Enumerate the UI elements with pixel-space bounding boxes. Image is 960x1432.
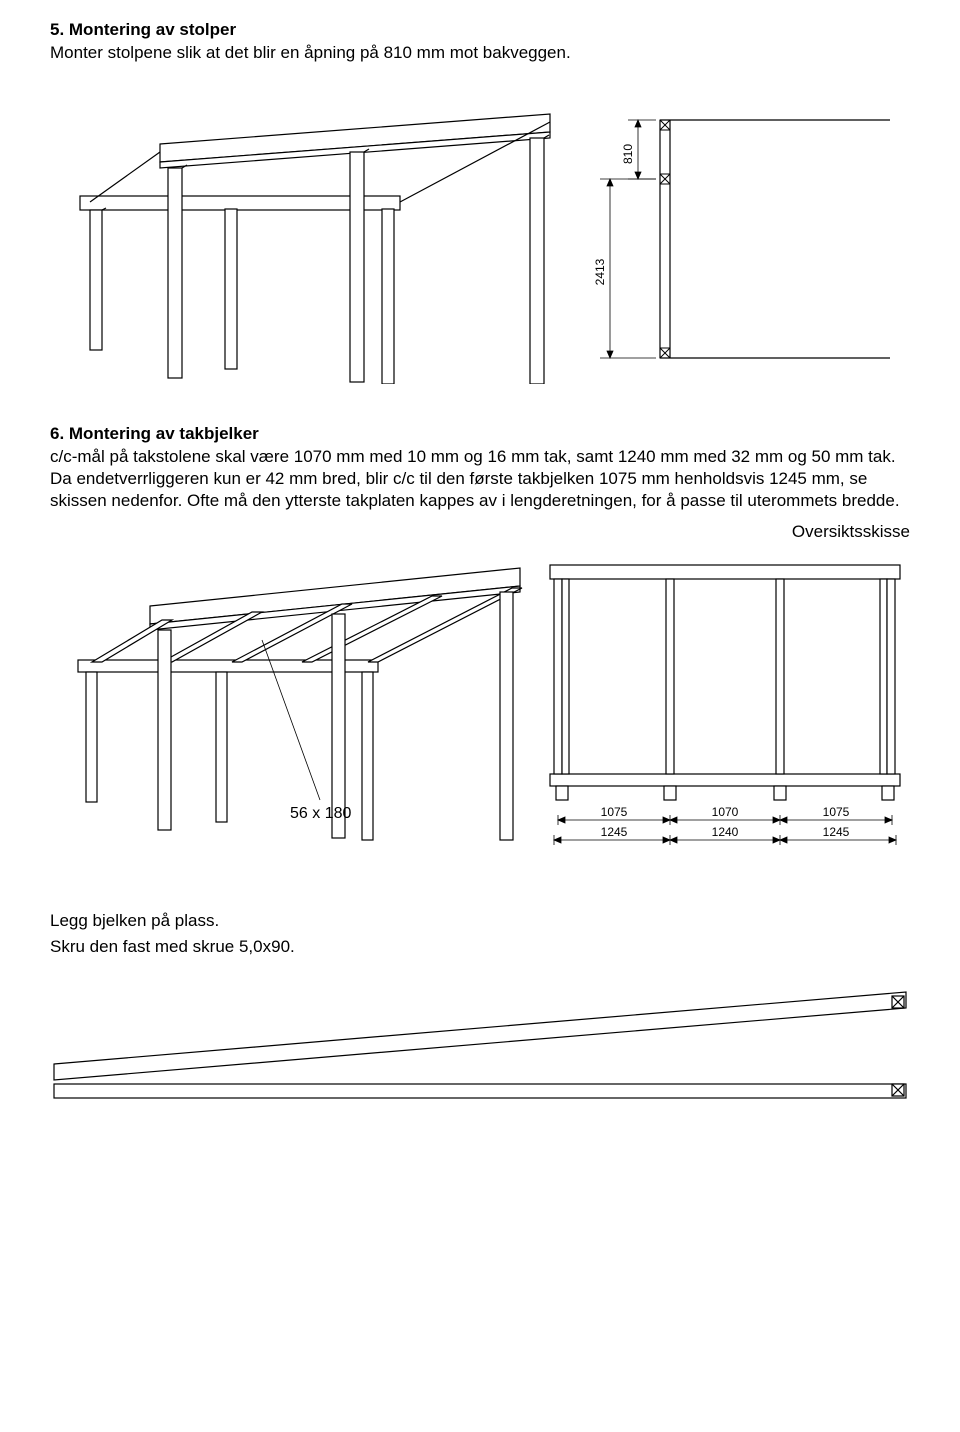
dim-top-1: 1070 (712, 805, 739, 819)
dim-810: 810 (621, 144, 635, 164)
section6-text: c/c-mål på takstolene skal være 1070 mm … (50, 446, 910, 512)
section6-diagrams: 56 x 180 (50, 550, 910, 870)
diagram-side-beam (50, 984, 910, 1114)
dim-bot-1: 1240 (712, 825, 739, 839)
footer-line1: Legg bjelken på plass. (50, 910, 910, 932)
oversiktsskisse-caption: Oversiktsskisse (50, 522, 910, 542)
dim-top-0: 1075 (601, 805, 628, 819)
diagram-takbjelker-3d: 56 x 180 (50, 550, 540, 870)
footer-line2: Skru den fast med skrue 5,0x90. (50, 936, 910, 958)
section5-heading: 5. Montering av stolper (50, 20, 910, 40)
dim-bot-2: 1245 (823, 825, 850, 839)
section5-diagrams: 810 2413 (50, 94, 910, 384)
dim-2413: 2413 (593, 258, 607, 285)
diagram-stolper-side: 810 2413 (570, 94, 890, 384)
label-56x180: 56 x 180 (290, 805, 351, 822)
section6-heading: 6. Montering av takbjelker (50, 424, 910, 444)
section5-text: Monter stolpene slik at det blir en åpni… (50, 42, 910, 64)
dim-top-2: 1075 (823, 805, 850, 819)
diagram-takbjelker-front: 1075 1070 1075 1245 1240 1245 (540, 550, 910, 870)
dim-bot-0: 1245 (601, 825, 628, 839)
diagram-stolper-3d (50, 94, 570, 384)
